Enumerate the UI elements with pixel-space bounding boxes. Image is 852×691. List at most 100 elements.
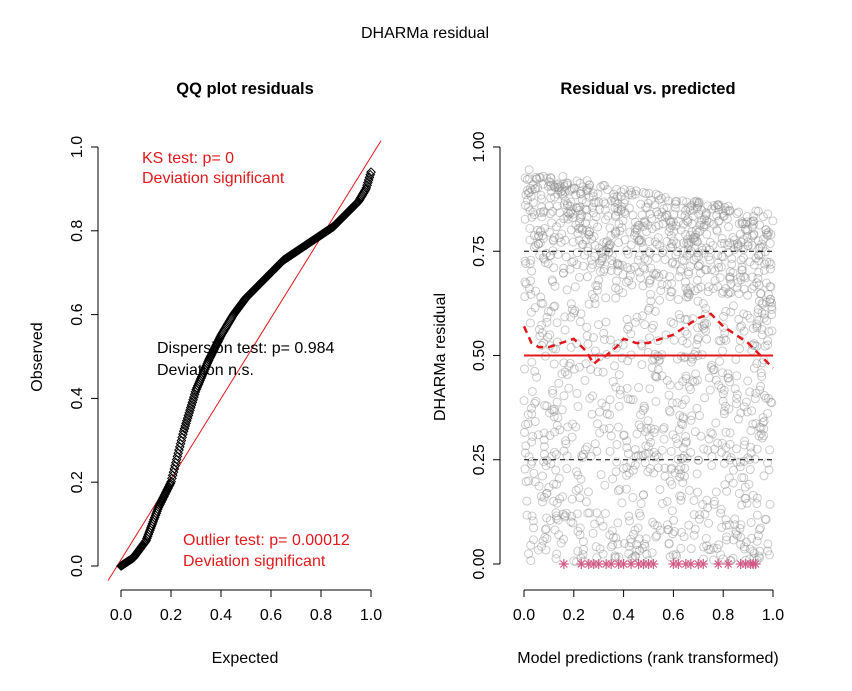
rp-residual-point xyxy=(552,498,562,508)
rp-residual-point xyxy=(559,534,569,544)
rp-residual-point xyxy=(566,185,576,195)
rp-residual-point xyxy=(673,439,683,449)
rp-residual-point xyxy=(657,445,667,455)
rp-residual-point xyxy=(537,194,547,204)
rp-residual-point xyxy=(610,203,620,213)
rp-residual-point xyxy=(646,423,656,433)
qq-x-tick-label: 1.0 xyxy=(360,607,382,624)
rp-residual-point xyxy=(545,209,555,219)
rp-residual-point xyxy=(752,321,762,331)
rp-residual-point xyxy=(551,554,561,564)
rp-residual-point xyxy=(650,424,660,434)
rp-residual-point xyxy=(627,190,637,200)
rp-residual-point xyxy=(632,545,642,555)
rp-residual-point xyxy=(681,371,691,381)
rp-residual-point xyxy=(646,195,656,205)
rp-residual-point xyxy=(673,295,683,305)
rp-residual-point xyxy=(596,256,606,266)
rp-residual-point xyxy=(533,430,543,440)
rp-outlier-stroke xyxy=(627,560,635,568)
dispersion-deviation-label: Deviation n.s. xyxy=(157,362,254,379)
rp-residual-point xyxy=(640,216,650,226)
rp-outlier-stroke xyxy=(619,560,628,568)
rp-residual-point xyxy=(578,261,588,271)
rp-residual-point xyxy=(581,198,591,208)
rp-residual-point xyxy=(763,209,773,219)
rp-residual-point xyxy=(599,237,609,247)
rp-residual-point xyxy=(564,209,574,219)
rp-residual-point xyxy=(733,277,743,287)
rp-residual-point xyxy=(531,184,541,194)
rp-residual-point xyxy=(753,308,763,318)
rp-residual-point xyxy=(592,446,602,456)
rp-residual-point xyxy=(725,377,735,387)
rp-residual-point xyxy=(713,258,723,268)
rp-residual-point xyxy=(572,260,582,270)
rp-residual-point xyxy=(669,527,679,537)
rp-residual-point xyxy=(546,173,556,183)
rp-residual-point xyxy=(601,215,611,225)
rp-residual-point xyxy=(599,328,609,338)
rp-residual-point xyxy=(767,398,777,408)
rp-residual-point xyxy=(725,439,735,449)
rp-residual-point xyxy=(538,471,548,481)
rp-residual-point xyxy=(640,541,650,551)
rp-residual-point xyxy=(554,185,564,195)
rp-residual-point xyxy=(742,217,752,227)
rp-residual-point xyxy=(696,205,706,215)
rp-residual-point xyxy=(745,465,755,475)
rp-residual-point xyxy=(654,220,664,230)
rp-residual-point xyxy=(693,455,703,465)
rp-plot-title: Residual vs. predicted xyxy=(560,80,735,98)
rp-residual-point xyxy=(748,216,758,226)
rp-residual-point xyxy=(566,206,576,216)
rp-residual-point xyxy=(681,277,691,287)
rp-residual-point xyxy=(694,261,704,271)
rp-residual-point xyxy=(723,289,733,299)
rp-residual-point xyxy=(642,549,652,559)
rp-residual-point xyxy=(699,214,709,224)
rp-residual-point xyxy=(546,459,556,469)
dispersion-test-label: Dispersion test: p= 0.984 xyxy=(157,340,335,357)
rp-y-tick-label: 0.00 xyxy=(471,548,488,579)
rp-residual-point xyxy=(753,206,763,216)
rp-residual-point xyxy=(757,330,767,340)
rp-residual-point xyxy=(757,371,767,381)
rp-residual-point xyxy=(685,283,695,293)
rp-residual-point xyxy=(678,420,688,430)
rp-residual-point xyxy=(699,222,709,232)
rp-residual-point xyxy=(685,385,695,395)
rp-residual-point xyxy=(575,493,585,503)
rp-residual-point xyxy=(549,181,559,191)
rp-residual-point xyxy=(665,292,675,302)
rp-residual-point xyxy=(767,326,777,336)
rp-residual-point xyxy=(708,365,718,375)
rp-residual-point xyxy=(549,404,559,414)
rp-residual-point xyxy=(694,514,704,524)
rp-residual-point xyxy=(758,212,768,222)
rp-residual-point xyxy=(724,404,734,414)
rp-residual-point xyxy=(763,393,773,403)
rp-residual-point xyxy=(560,367,570,377)
rp-residual-point xyxy=(550,182,560,192)
rp-residual-point xyxy=(760,514,770,524)
rp-residual-point xyxy=(630,525,640,535)
rp-residual-point xyxy=(737,265,747,275)
rp-residual-point xyxy=(559,446,569,456)
rp-residual-point xyxy=(749,260,759,270)
rp-residual-point xyxy=(566,342,576,352)
rp-residual-point xyxy=(650,371,660,381)
rp-residual-point xyxy=(580,250,590,260)
rp-residual-point xyxy=(529,231,539,241)
rp-residual-point xyxy=(534,231,544,241)
rp-residual-point xyxy=(572,388,582,398)
rp-residual-point xyxy=(651,221,661,231)
rp-residual-point xyxy=(715,356,725,366)
qq-plot-title: QQ plot residuals xyxy=(176,80,314,98)
rp-residual-point xyxy=(711,203,721,213)
rp-residual-point xyxy=(582,331,592,341)
rp-residual-point xyxy=(535,250,545,260)
rp-residual-point xyxy=(636,237,646,247)
rp-residual-point xyxy=(611,533,621,543)
rp-residual-point xyxy=(704,434,714,444)
